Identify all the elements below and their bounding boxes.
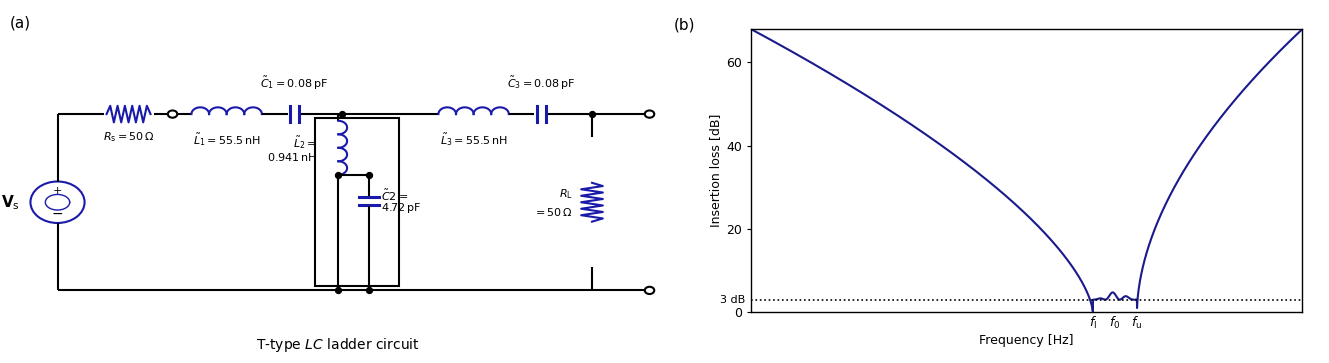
Text: $0.941\,\mathrm{nH}$: $0.941\,\mathrm{nH}$ [267, 151, 316, 163]
Text: −: − [52, 207, 64, 221]
Text: $\tilde{C}_1=0.08\,\mathrm{pF}$: $\tilde{C}_1=0.08\,\mathrm{pF}$ [260, 75, 328, 92]
Text: $\tilde{L}_2=$: $\tilde{L}_2=$ [292, 134, 316, 151]
Point [581, 111, 602, 117]
Text: $R_\mathrm{s}=50\,\Omega$: $R_\mathrm{s}=50\,\Omega$ [102, 131, 154, 144]
Text: (a): (a) [11, 16, 32, 30]
Text: $\tilde{L}_3=55.5\,\mathrm{nH}$: $\tilde{L}_3=55.5\,\mathrm{nH}$ [440, 131, 508, 148]
Text: $4.72\,\mathrm{pF}$: $4.72\,\mathrm{pF}$ [381, 201, 421, 216]
Point [328, 172, 350, 178]
Circle shape [645, 110, 654, 118]
Text: $\tilde{C}2=$: $\tilde{C}2=$ [381, 188, 408, 203]
Text: $\tilde{L}_1=55.5\,\mathrm{nH}$: $\tilde{L}_1=55.5\,\mathrm{nH}$ [193, 131, 260, 148]
Text: $\tilde{C}_3=0.08\,\mathrm{pF}$: $\tilde{C}_3=0.08\,\mathrm{pF}$ [508, 75, 575, 92]
Bar [315, 118, 399, 286]
Point [331, 111, 352, 117]
Point [358, 172, 379, 178]
Text: $\mathbf{V}_\mathrm{s}$: $\mathbf{V}_\mathrm{s}$ [1, 193, 20, 212]
Circle shape [167, 110, 177, 118]
Text: $=50\,\Omega$: $=50\,\Omega$ [533, 205, 573, 217]
Y-axis label: Insertion loss [dB]: Insertion loss [dB] [708, 114, 722, 227]
Text: $R_\mathrm{L}$: $R_\mathrm{L}$ [560, 188, 573, 201]
Text: (b): (b) [674, 18, 695, 33]
Text: 3 dB: 3 dB [720, 295, 746, 305]
X-axis label: Frequency [Hz]: Frequency [Hz] [979, 334, 1074, 347]
Circle shape [645, 287, 654, 294]
Point [328, 287, 350, 293]
Text: T-type $\it{LC}$ ladder circuit: T-type $\it{LC}$ ladder circuit [256, 336, 420, 354]
Text: +: + [53, 186, 62, 196]
Point [358, 287, 379, 293]
